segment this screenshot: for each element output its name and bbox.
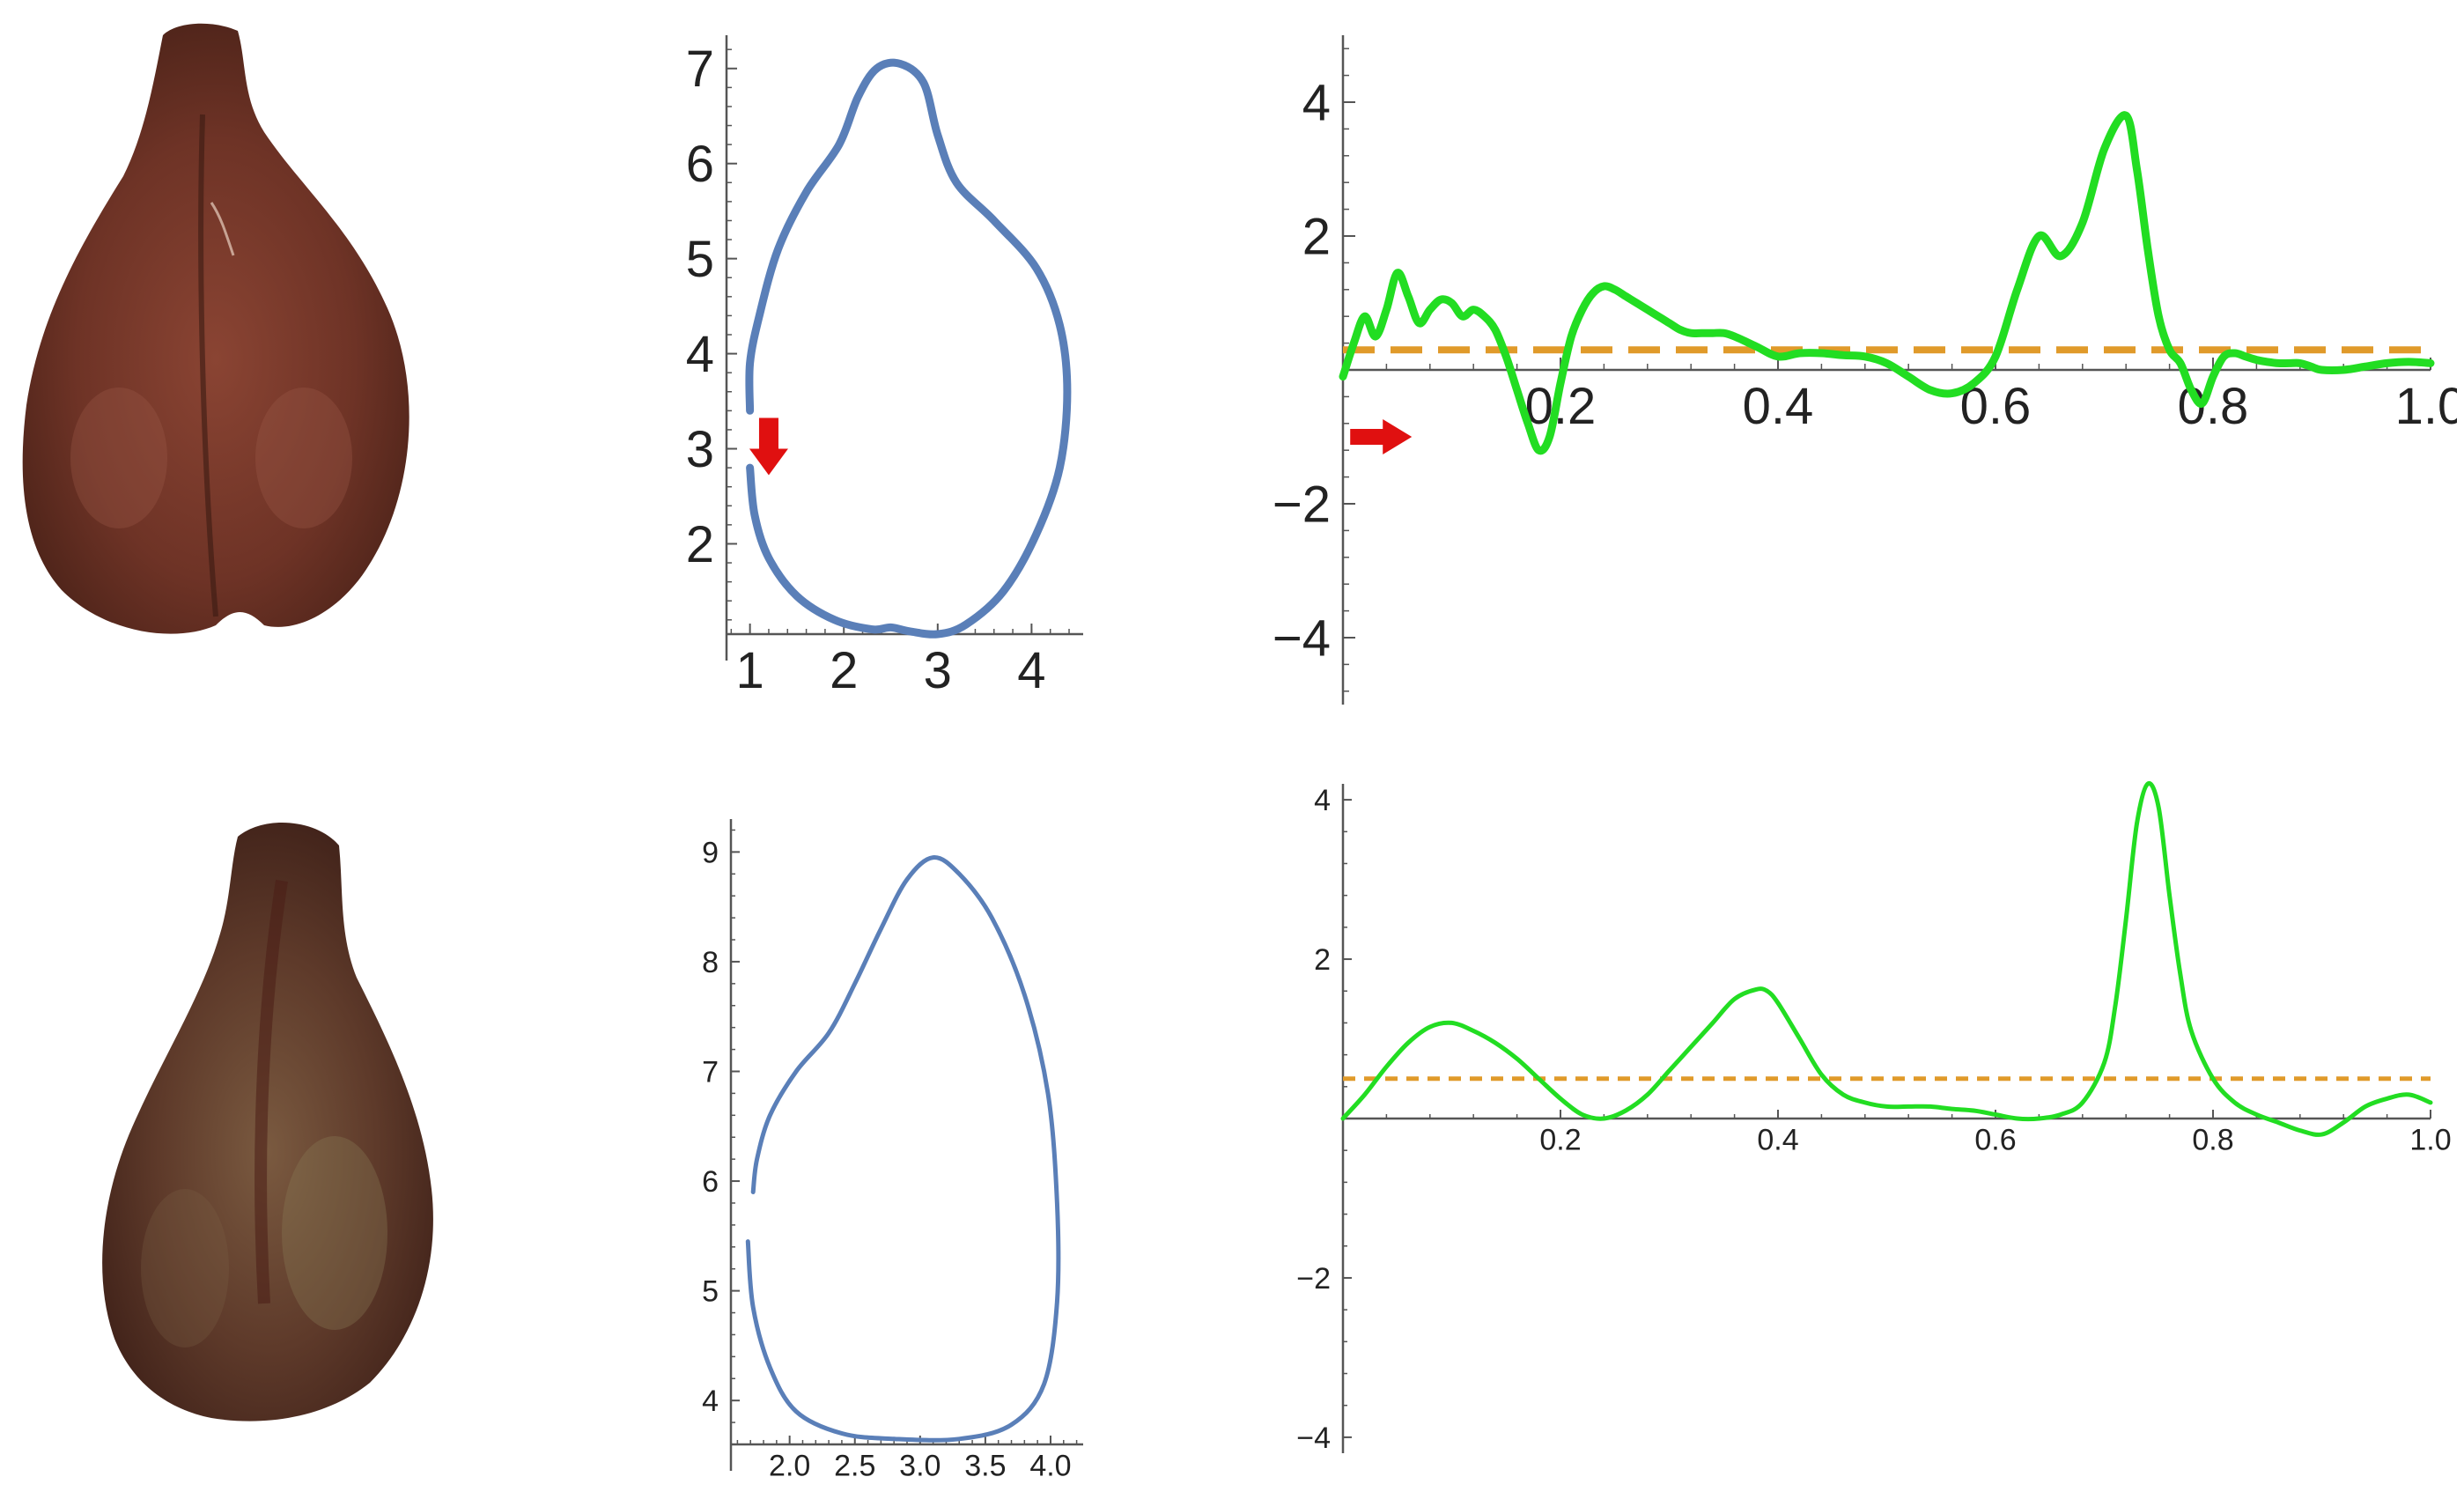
- x-axis: 1 2 3 4: [727, 624, 1083, 699]
- y-tick-label: 6: [686, 136, 714, 193]
- y-tick-label: 5: [702, 1275, 719, 1309]
- y-tick-label: 6: [702, 1165, 719, 1199]
- y-tick-label: 5: [686, 231, 714, 288]
- y-tick-label: 2: [686, 516, 714, 573]
- top-curvature-plot: 0.2 0.4 0.6 0.8 1.0 −4−224: [1273, 35, 2457, 705]
- y-tick-label: 3: [686, 421, 714, 478]
- y-tick-label: −2: [1273, 476, 1331, 533]
- seed-body-top: [22, 23, 409, 634]
- y-tick-label: 4: [1314, 784, 1331, 817]
- x-axis: 0.2 0.4 0.6 0.8 1.0: [1342, 1110, 2452, 1157]
- y-tick-label: −4: [1296, 1421, 1331, 1455]
- x-tick-label: 0.4: [1757, 1124, 1798, 1157]
- seed-body-bottom: [102, 822, 433, 1421]
- y-tick-label: 9: [702, 836, 719, 869]
- y-tick-label: 7: [686, 41, 714, 98]
- y-tick-label: −4: [1273, 609, 1331, 667]
- x-tick-label: 2.5: [834, 1450, 875, 1483]
- x-tick-label: 4: [1017, 642, 1045, 699]
- top-contour-plot: 1 2 3 4 2 3 4 5 6 7: [686, 35, 1083, 699]
- y-tick-label: 2: [1314, 943, 1331, 977]
- x-tick-label: 3.5: [964, 1450, 1006, 1483]
- x-tick-label: 1: [736, 642, 764, 699]
- seed-photo-bottom: [102, 822, 433, 1421]
- y-tick-label: −2: [1296, 1262, 1331, 1296]
- y-tick-label: 7: [702, 1055, 719, 1089]
- x-tick-label: 4.0: [1029, 1450, 1071, 1483]
- y-tick-label: 4: [686, 326, 714, 383]
- x-axis: 2.0 2.5 3.0 3.5 4.0: [731, 1436, 1083, 1483]
- y-tick-label: 4: [702, 1385, 719, 1418]
- x-tick-label: 3.0: [899, 1450, 941, 1483]
- bottom-contour-plot: 2.0 2.5 3.0 3.5 4.0 4 5 6 7 8 9: [702, 819, 1083, 1483]
- x-tick-label: 0.6: [1974, 1124, 2016, 1157]
- x-tick-label: 0.2: [1539, 1124, 1581, 1157]
- x-tick-label: 1.0: [2395, 378, 2457, 435]
- x-tick-label: 0.4: [1743, 378, 1814, 435]
- x-tick-label: 3: [924, 642, 952, 699]
- seed-photo-top: [22, 23, 409, 634]
- contour-series-line: [745, 855, 1061, 1443]
- x-tick-label: 2: [830, 642, 858, 699]
- x-tick-label: 1.0: [2409, 1124, 2451, 1157]
- curvature-series-line: [1339, 111, 2435, 455]
- y-tick-label: 4: [1302, 74, 1331, 131]
- y-tick-label: 8: [702, 946, 719, 979]
- x-tick-label: 2.0: [769, 1450, 810, 1483]
- curvature-series-line: [1340, 780, 2433, 1137]
- y-axis: 2 3 4 5 6 7: [686, 35, 737, 661]
- right-arrow-icon: [1350, 419, 1413, 454]
- down-arrow-icon: [749, 417, 788, 476]
- x-tick-label: 0.8: [2192, 1124, 2233, 1157]
- y-axis: 4 5 6 7 8 9: [702, 819, 740, 1471]
- y-tick-label: 2: [1302, 208, 1331, 265]
- bottom-curvature-plot: 0.2 0.4 0.6 0.8 1.0 −4 −2 2 4: [1296, 780, 2452, 1455]
- contour-series-line: [745, 58, 1072, 639]
